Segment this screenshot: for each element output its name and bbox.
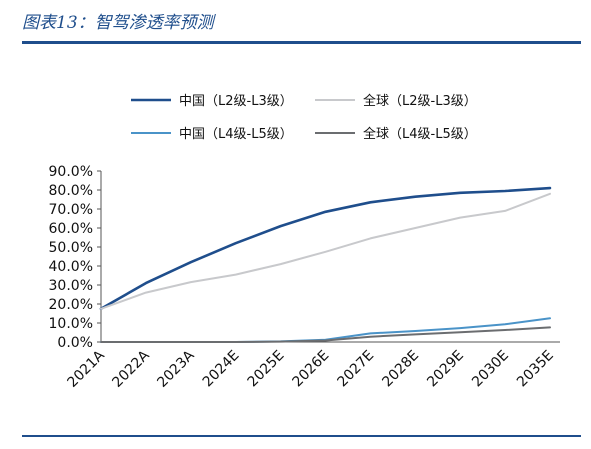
- x-tick-label: 2022A: [109, 347, 153, 391]
- x-tick-label: 2027E: [334, 348, 377, 391]
- y-axis: 90.0% 80.0% 70.0% 60.0% 50.0% 40.0% 30.0% 20.0%…: [49, 164, 102, 351]
- y-tick-label: 90.0%: [49, 164, 93, 180]
- series-line-global-l4-l5: [100, 326, 551, 343]
- x-tick-label: 2030E: [469, 348, 512, 391]
- legend-label: 全球（L4级-L5级）: [363, 126, 477, 142]
- legend-label: 中国（L2级-L3级）: [179, 94, 293, 109]
- series-group: [99, 186, 552, 343]
- x-tick-label: 2028E: [379, 348, 422, 391]
- y-tick-label: 50.0%: [49, 240, 93, 256]
- y-tick-label: 10.0%: [49, 316, 93, 332]
- legend-label: 中国（L4级-L5级）: [179, 127, 293, 142]
- y-tick-label: 20.0%: [49, 297, 93, 313]
- x-tick-label: 2025E: [245, 348, 288, 391]
- series-line-china-l2-l3: [99, 186, 552, 311]
- x-tick-label: 2023A: [154, 347, 198, 391]
- y-tick-label: 0.0%: [57, 335, 93, 351]
- bottom-rule: [22, 435, 581, 437]
- x-tick-label: 2035E: [514, 348, 557, 391]
- y-tick-label: 60.0%: [49, 221, 93, 237]
- x-axis: 2021A 2022A 2023A 2024E 2025E 2026E 2027E 2028E…: [65, 341, 560, 391]
- legend-label: 全球（L2级-L3级）: [363, 93, 477, 109]
- y-tick-label: 80.0%: [49, 183, 93, 199]
- x-tick-label: 2026E: [290, 348, 333, 391]
- series-line-global-l2-l3: [100, 192, 551, 310]
- x-tick-label: 2024E: [200, 348, 243, 391]
- y-tick-label: 30.0%: [49, 278, 93, 294]
- figure-caption: 图表13：智驾渗透率预测: [22, 13, 214, 33]
- y-tick-label: 70.0%: [49, 202, 93, 218]
- top-rule: [22, 41, 581, 44]
- x-tick-label: 2029E: [424, 348, 467, 391]
- legend: 中国（L2级-L3级） 全球（L2级-L3级） 中国（L4级-L5级） 全球（L4级-…: [131, 93, 477, 142]
- x-tick-label: 2021A: [65, 347, 109, 391]
- y-tick-label: 40.0%: [49, 259, 93, 275]
